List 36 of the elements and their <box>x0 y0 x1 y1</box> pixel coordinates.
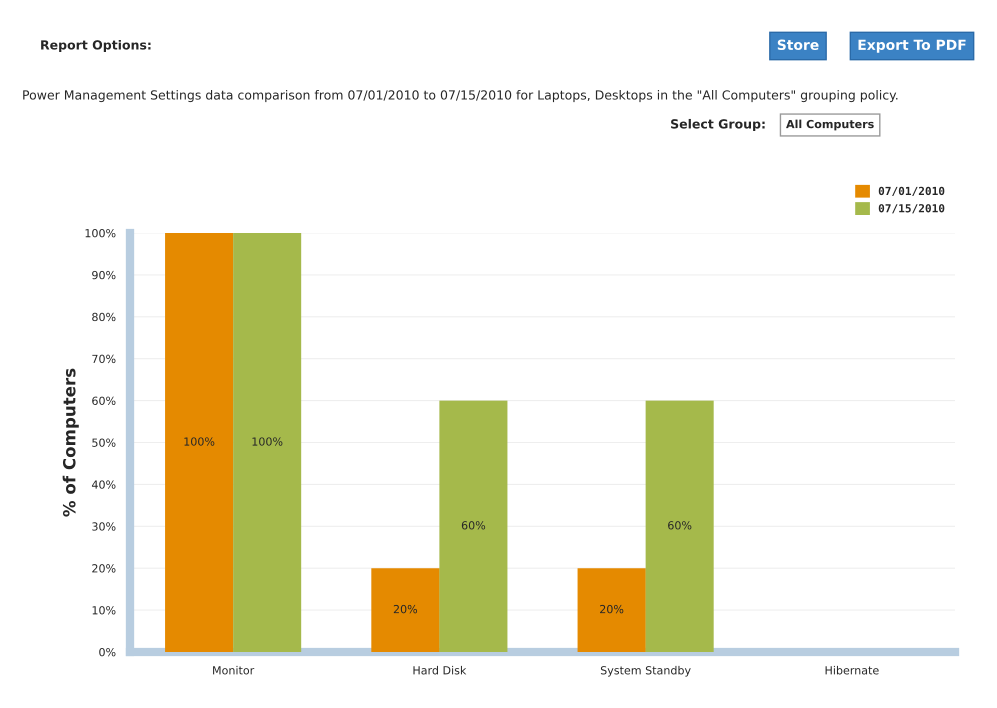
data-label: 100% <box>252 437 282 446</box>
text: Select Group: <box>671 118 765 132</box>
y-tick-label: 80% <box>92 312 116 322</box>
y-tick-label: 20% <box>92 564 116 573</box>
y-tick-label: 90% <box>92 270 116 280</box>
text: Power Management Settings data comparison from 07/01/2010 to 07/15/2010 for Laptops, Desktops in the "All Computers" grouping policy. <box>23 90 898 102</box>
y-tick-label: 0% <box>99 648 116 656</box>
bar <box>439 400 508 652</box>
data-label: 100% <box>184 437 214 446</box>
legend-label: 07/01/2010 <box>878 186 944 196</box>
text: All Computers <box>786 120 874 130</box>
data-label: 60% <box>668 521 692 530</box>
data-label: 20% <box>394 604 418 614</box>
text: Export To PDF <box>858 40 966 53</box>
bar <box>233 233 302 652</box>
y-axis-title: % of Computers <box>62 368 79 517</box>
y-tick-label: 60% <box>92 396 116 405</box>
x-tick-label: Hard Disk <box>413 666 466 674</box>
data-label: 20% <box>600 604 624 614</box>
y-tick-label: 40% <box>92 480 116 489</box>
legend-label: 07/15/2010 <box>878 204 944 214</box>
text: Store <box>778 40 819 50</box>
data-label: 60% <box>462 521 486 530</box>
y-tick-label: 50% <box>92 438 116 447</box>
y-tick-label: 10% <box>92 606 116 614</box>
x-tick-label: Hibernate <box>826 666 879 674</box>
text: Report Options: <box>41 40 150 52</box>
y-tick-label: 100% <box>86 228 116 238</box>
y-tick-label: 30% <box>92 522 116 531</box>
bar <box>165 233 234 652</box>
bar <box>371 568 440 652</box>
y-tick-label: 70% <box>92 354 116 364</box>
bar <box>646 400 714 652</box>
bar <box>578 568 646 652</box>
x-tick-label: System Standby <box>600 666 691 677</box>
x-tick-label: Monitor <box>213 666 254 674</box>
